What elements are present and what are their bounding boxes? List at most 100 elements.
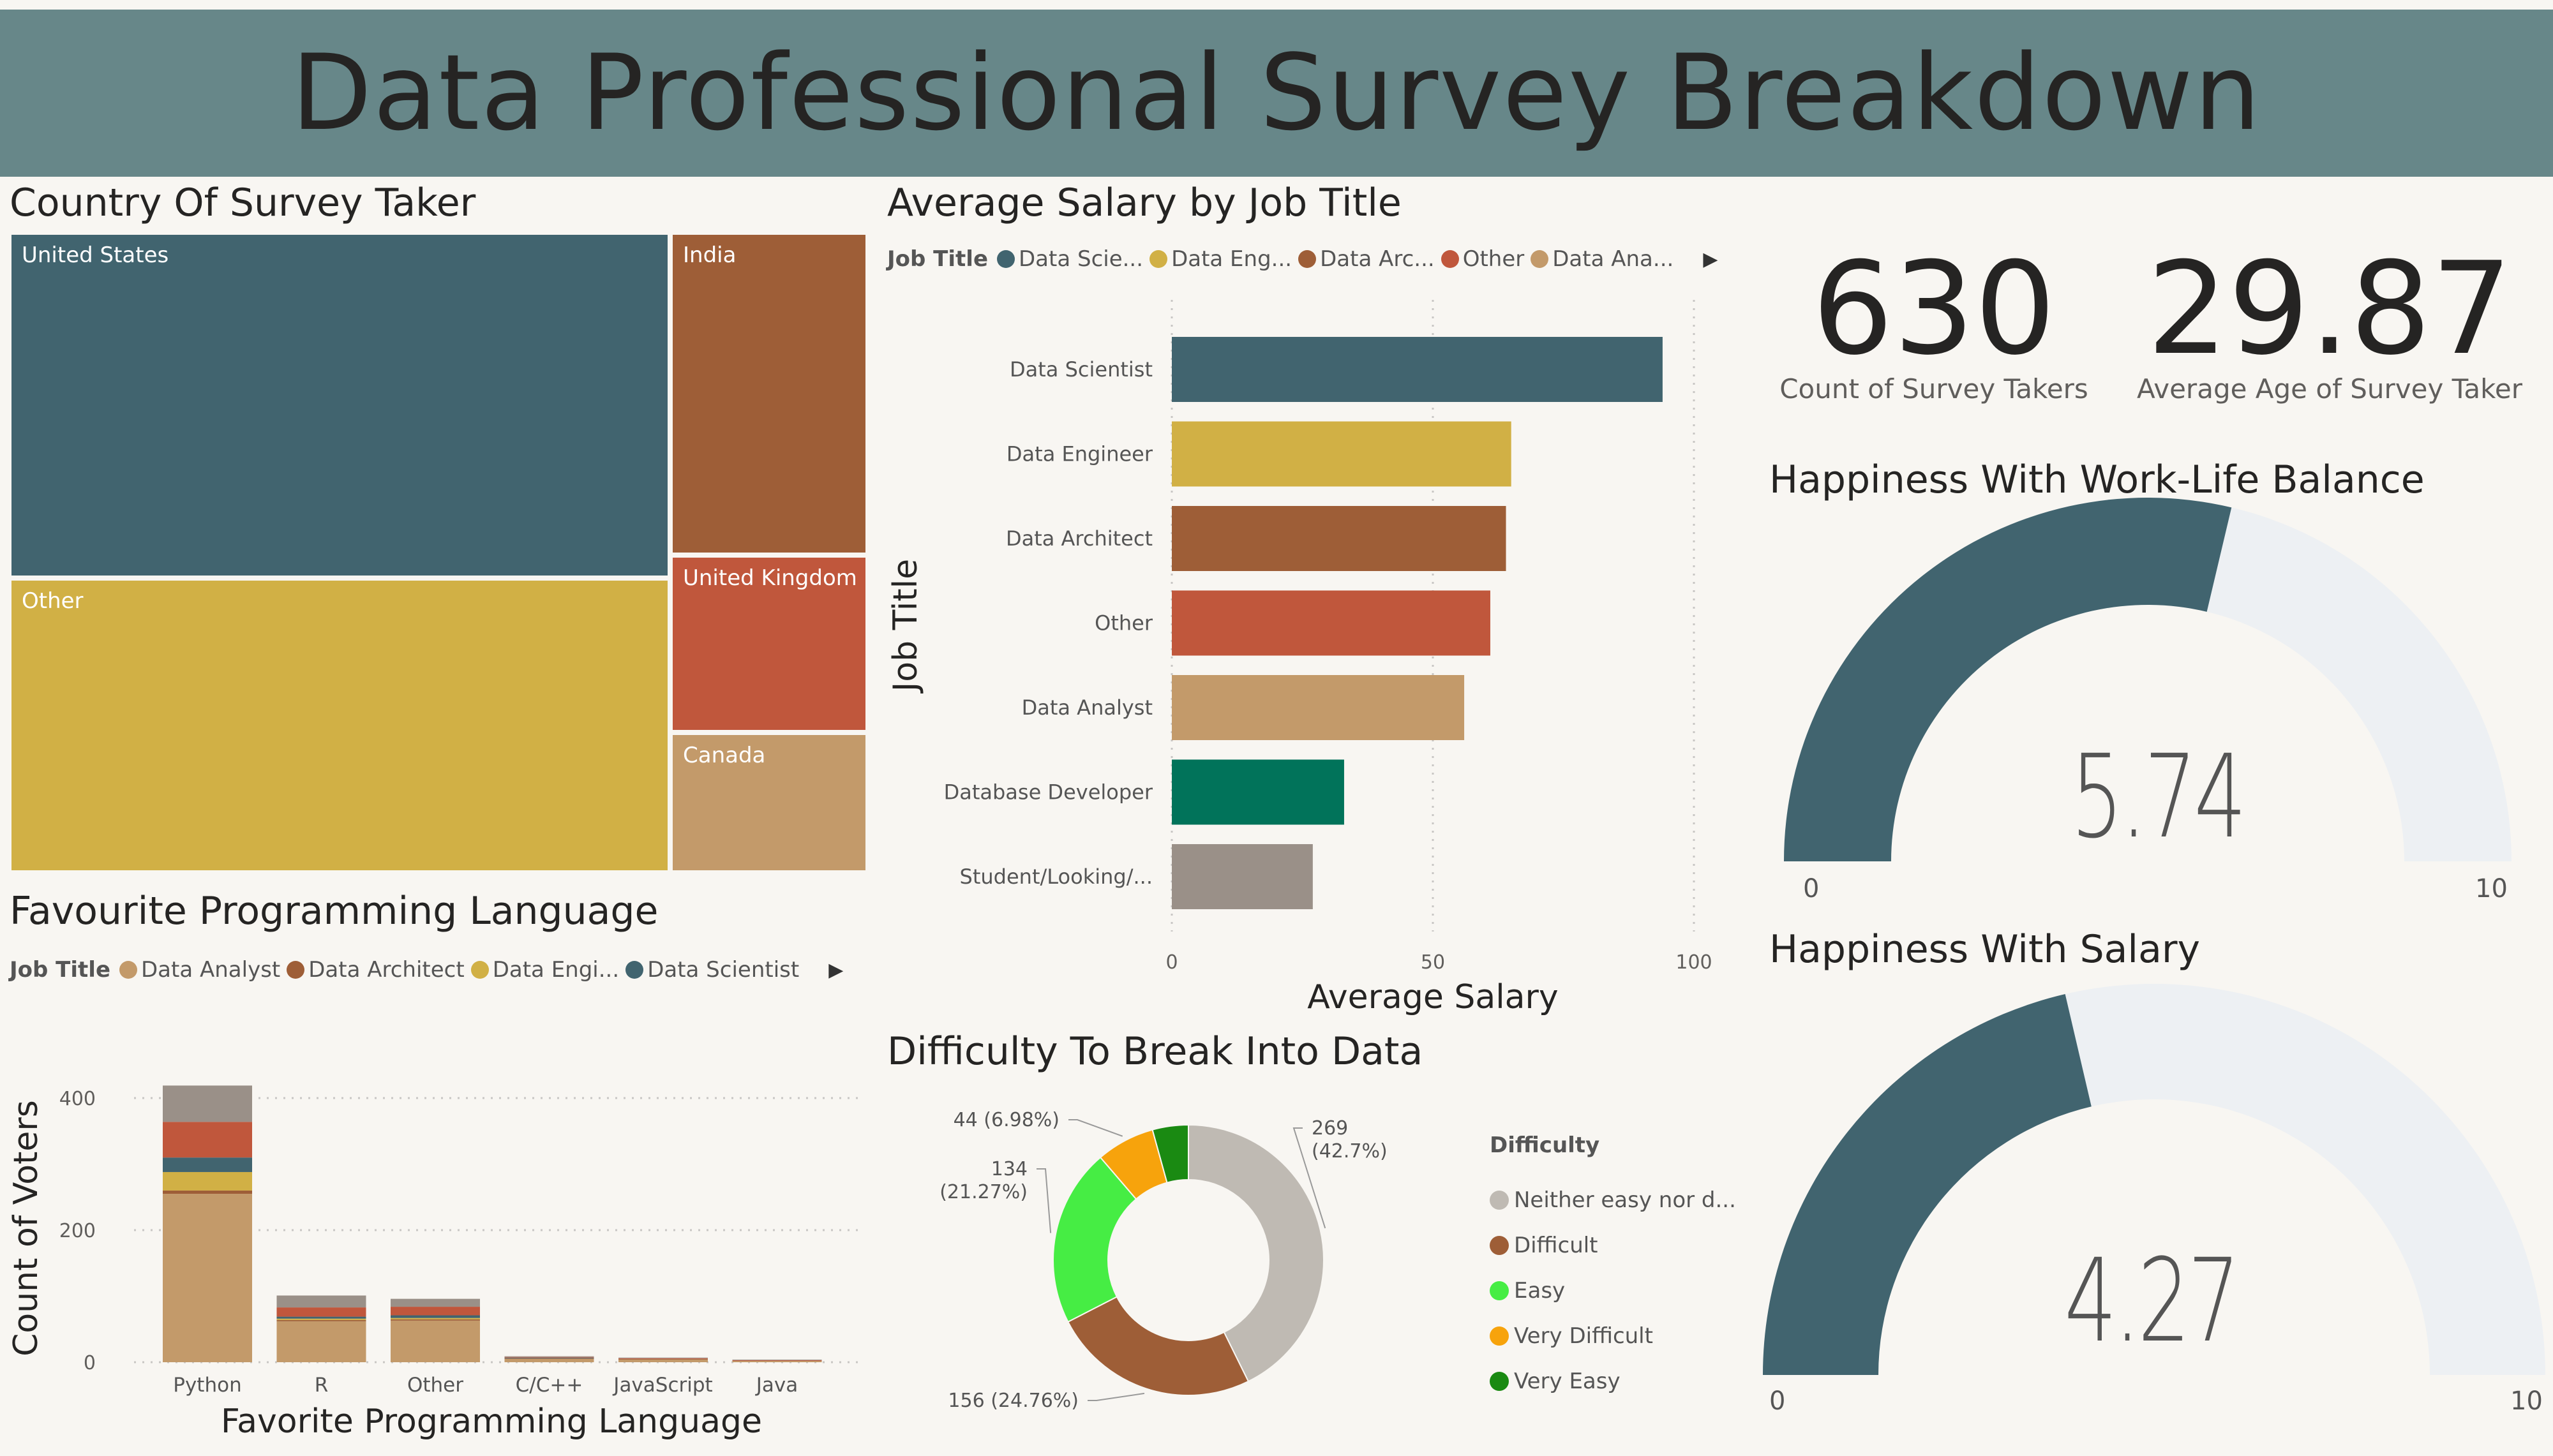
language-legend-label: Data Scientist [647,957,800,983]
salary-category-label: Data Engineer [1007,442,1153,466]
gauge-worklife-min: 0 [1803,874,1820,903]
gauge-worklife [1784,498,2512,861]
difficulty-legend-label: Easy [1514,1277,1566,1304]
legend-dot-icon [1149,250,1168,268]
salary-bar-chart: 0 50 100 Data Scientist Data Engineer Data Ar… [887,300,1712,1016]
salary-legend-item[interactable]: Data Scie... [997,246,1143,272]
language-bar-segment [618,1358,708,1359]
difficulty-data-label: (42.7%) [1312,1140,1388,1163]
language-bar-segment [504,1358,594,1362]
legend-dot-icon [625,961,644,979]
salary-legend-item[interactable]: Data Arc... [1298,246,1435,272]
gauge-salary-min: 0 [1769,1386,1786,1416]
language-legend-item[interactable]: Data Engi... [470,957,619,983]
salary-x-tick-label: 100 [1675,951,1712,974]
language-legend-label: Data Analyst [141,957,281,983]
salary-category-label: Student/Looking/... [960,865,1153,889]
language-bar-segment [504,1358,594,1359]
language-y-tick-label: 400 [59,1088,96,1110]
language-bar-segment [163,1194,252,1362]
dashboard-title: Data Professional Survey Breakdown [291,32,2262,154]
legend-next-arrow-icon[interactable]: ▶ [1703,248,1718,271]
difficulty-legend-item[interactable]: Easy [1490,1268,1736,1313]
difficulty-legend-title: Difficulty [1490,1133,1600,1158]
legend-next-arrow-icon[interactable]: ▶ [828,958,844,981]
language-bar-segment [391,1298,480,1307]
salary-category-label: Other [1095,611,1153,635]
language-bar-segment [504,1356,594,1357]
salary-category-label: Database Developer [944,780,1153,805]
difficulty-donut-slice [1151,1124,1189,1184]
treemap-tile-label: India [683,242,737,268]
difficulty-chart-title: Difficulty To Break Into Data [887,1029,1423,1074]
language-legend-item[interactable]: Data Scientist [625,957,799,983]
language-bar-segment [276,1321,366,1362]
salary-category-label: Data Analyst [1022,695,1153,720]
language-y-axis-title: Count of Voters [7,1100,45,1356]
salary-bar [1172,337,1663,402]
treemap-tile-other[interactable]: Other [9,578,670,873]
difficulty-donut-slice [1067,1296,1250,1396]
kpi-average-age-label: Average Age of Survey Taker [2136,373,2523,405]
legend-dot-icon [1441,250,1459,268]
salary-legend-label: Other [1462,246,1525,272]
treemap-tile-label: United Kingdom [683,565,857,591]
difficulty-legend-item[interactable]: Neither easy nor d... [1490,1177,1736,1222]
language-legend-title: Job Title [10,957,110,983]
language-bar-segment [391,1315,480,1318]
salary-bar [1172,759,1344,825]
legend-dot-icon [1490,1371,1509,1391]
difficulty-data-label: (21.27%) [940,1181,1028,1203]
salary-x-tick-label: 0 [1165,951,1178,974]
salary-category-label: Data Architect [1006,526,1153,551]
salary-bar [1172,675,1465,740]
difficulty-data-label: 134 [991,1158,1028,1180]
language-legend-item[interactable]: Data Architect [287,957,465,983]
language-legend-label: Data Architect [308,957,465,983]
kpi-survey-count-value: 630 [1812,235,2056,383]
language-category-label: C/C++ [516,1374,583,1397]
difficulty-leader-line [1292,1127,1326,1229]
difficulty-legend-item[interactable]: Very Easy [1490,1358,1736,1404]
difficulty-data-label: 44 (6.98%) [954,1109,1059,1131]
legend-dot-icon [1490,1281,1509,1300]
difficulty-legend-item[interactable]: Difficult [1490,1222,1736,1268]
gauge-salary-value: 4.27 [2064,1235,2240,1368]
treemap-tile-united-kingdom[interactable]: United Kingdom [670,555,868,732]
salary-bar [1172,506,1506,571]
salary-x-axis-title: Average Salary [1307,978,1558,1016]
language-bar-segment [163,1085,252,1122]
language-y-tick-label: 200 [59,1220,96,1242]
language-bar-segment [618,1359,708,1362]
kpi-average-age-value: 29.87 [2146,235,2513,383]
language-bar-segment [163,1171,252,1191]
salary-x-tick-label: 50 [1421,951,1445,974]
language-category-label: Java [755,1374,798,1397]
kpi-survey-count-label: Count of Survey Takers [1779,373,2088,405]
language-bar-segment [163,1157,252,1172]
difficulty-legend-item[interactable]: Very Difficult [1490,1313,1736,1358]
difficulty-legend: Difficulty Neither easy nor d... Difficu… [1490,1133,1736,1404]
treemap-tile-label: Canada [683,743,766,768]
salary-legend-item[interactable]: Data Eng... [1149,246,1292,272]
salary-legend-item[interactable]: Data Ana... [1531,246,1673,272]
salary-legend-label: Data Arc... [1320,246,1435,272]
difficulty-legend-label: Neither easy nor d... [1514,1187,1736,1213]
treemap-tile-canada[interactable]: Canada [670,732,868,873]
language-stacked-bar-chart: 0 200 400 Python R Other C/C++ JavaScript Java Fa… [7,1085,862,1441]
treemap-tile-india[interactable]: India [670,232,868,555]
language-legend-item[interactable]: Data Analyst [119,957,280,983]
language-legend: Job Title Data Analyst Data Architect Da… [10,957,843,983]
treemap-tile-label: Other [22,588,84,614]
gauge-worklife-title: Happiness With Work-Life Balance [1769,457,2425,502]
salary-legend-item[interactable]: Other [1441,246,1525,272]
difficulty-leader-line [1037,1168,1052,1233]
salary-legend-label: Data Ana... [1552,246,1674,272]
difficulty-data-label: 156 (24.76%) [948,1390,1079,1412]
language-category-label: Other [407,1374,463,1397]
language-category-label: Python [173,1374,241,1397]
language-bar-segment [163,1190,252,1194]
treemap-tile-united-states[interactable]: United States [9,232,670,578]
legend-dot-icon [1490,1326,1509,1346]
